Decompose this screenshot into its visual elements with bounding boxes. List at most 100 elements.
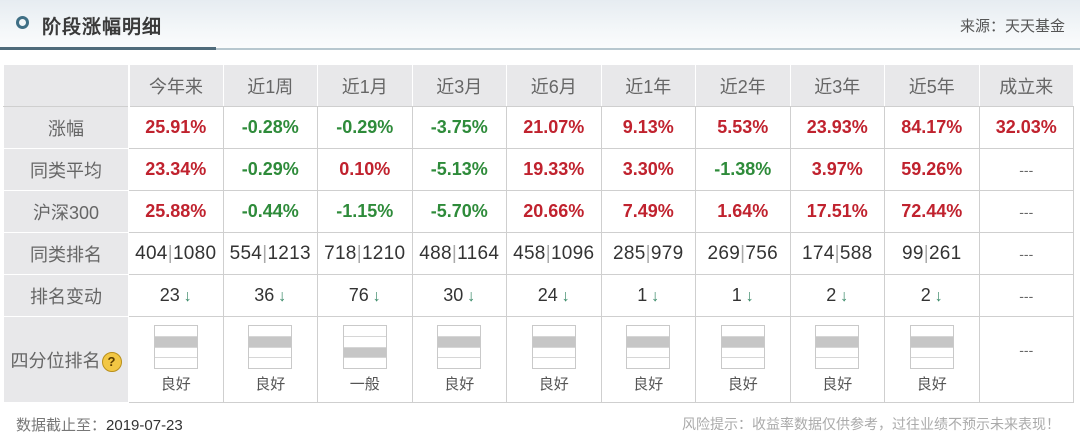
quartile-segment <box>438 336 481 348</box>
pct-cell: -5.70% <box>411 190 507 233</box>
column-header: 近1年 <box>600 64 696 107</box>
arrow-down-icon: ↓ <box>278 288 287 305</box>
rank-position: 554 <box>229 242 263 264</box>
rank-total: 1164 <box>457 242 500 264</box>
quartile-bar-icon <box>815 325 860 369</box>
pct-cell: --- <box>978 190 1074 233</box>
row-header-quartile: 四分位排名? <box>3 316 129 403</box>
quartile-segment <box>154 358 197 368</box>
quartile-label: 良好 <box>444 375 475 393</box>
quartile-label: 良好 <box>727 375 758 393</box>
rank-cell: 488|1164 <box>411 232 507 275</box>
quartile-bar-icon <box>720 325 765 369</box>
rank-separator: | <box>834 242 840 264</box>
pct-cell: 3.30% <box>600 148 696 191</box>
arrow-down-icon: ↓ <box>840 288 849 305</box>
rank-change-value: 36 <box>254 285 275 305</box>
pct-cell: 9.13% <box>600 106 696 149</box>
quartile-segment <box>721 358 764 368</box>
pct-cell: -0.29% <box>222 148 318 191</box>
pct-value: 59.26% <box>901 159 963 179</box>
rank-change-cell: --- <box>978 274 1074 317</box>
pct-cell: -5.13% <box>411 148 507 191</box>
quartile-bar-icon <box>342 325 387 369</box>
column-header: 近1周 <box>222 64 318 107</box>
rank-position: 285 <box>613 242 646 264</box>
pct-cell: 19.33% <box>506 148 602 191</box>
arrow-down-icon: ↓ <box>467 288 476 305</box>
pct-cell: 59.26% <box>884 148 980 191</box>
quartile-segment <box>816 336 859 348</box>
pct-cell: 72.44% <box>884 190 980 233</box>
pct-cell: -0.44% <box>222 190 318 233</box>
rank-change-cell: 2 ↓ <box>884 274 980 317</box>
pct-value: 32.03% <box>995 117 1057 137</box>
quartile-segment <box>816 326 859 337</box>
rank-cell: --- <box>978 232 1074 275</box>
rank-change-cell: 76 ↓ <box>317 274 413 317</box>
pct-cell: --- <box>978 148 1074 191</box>
quartile-segment <box>249 347 292 359</box>
column-header: 近6月 <box>506 64 602 107</box>
rank-change-value: 76 <box>348 285 369 305</box>
help-icon[interactable]: ? <box>101 351 122 372</box>
quartile-cell: --- <box>978 316 1074 403</box>
pct-cell: 3.97% <box>789 148 885 191</box>
pct-cell: 25.91% <box>128 106 224 149</box>
pct-value: 3.97% <box>811 159 863 179</box>
rank-separator: | <box>923 242 929 264</box>
quartile-segment <box>910 326 953 337</box>
quartile-label: 一般 <box>349 375 380 393</box>
pct-value: -1.15% <box>336 201 394 221</box>
pct-cell: 5.53% <box>695 106 791 149</box>
header-underline-accent <box>0 47 216 50</box>
quartile-segment <box>910 336 953 348</box>
arrow-down-icon: ↓ <box>651 288 660 305</box>
rank-separator: | <box>645 242 651 264</box>
circle-bullet-icon <box>16 16 29 29</box>
rank-separator: | <box>740 242 746 264</box>
rank-total: 1080 <box>172 242 217 264</box>
arrow-down-icon: ↓ <box>745 288 754 305</box>
quartile-segment <box>438 358 481 368</box>
column-header: 成立来 <box>978 64 1074 107</box>
quartile-cell: 良好 <box>600 316 696 403</box>
quartile-segment <box>721 347 764 359</box>
quartile-segment <box>154 326 197 337</box>
pct-cell: -0.29% <box>317 106 413 149</box>
pct-value: 20.66% <box>523 201 585 221</box>
quartile-label: 良好 <box>822 375 853 393</box>
rank-change-cell: 1 ↓ <box>695 274 791 317</box>
rank-value: 174|588 <box>802 243 872 264</box>
rank-value: 488|1164 <box>419 243 499 264</box>
rank-cell: 718|1210 <box>317 232 413 275</box>
pct-value: -3.75% <box>430 117 488 137</box>
pct-value: 1.64% <box>717 201 769 221</box>
pct-value: 3.30% <box>622 159 674 179</box>
quartile-segment <box>721 326 764 337</box>
rank-change-value: --- <box>1019 288 1034 304</box>
pct-value: 7.49% <box>622 201 674 221</box>
quartile-segment <box>532 326 575 337</box>
quartile-label: 良好 <box>633 375 664 393</box>
pct-cell: -3.75% <box>411 106 507 149</box>
row-header-peer-avg: 同类平均 <box>3 148 129 191</box>
quartile-segment <box>816 347 859 359</box>
pct-cell: 17.51% <box>789 190 885 233</box>
rank-change-cell: 24 ↓ <box>506 274 602 317</box>
row-header-return: 涨幅 <box>3 106 129 149</box>
rank-total: 1213 <box>267 242 311 264</box>
quartile-segment <box>343 358 386 368</box>
rank-value: 99|261 <box>902 243 962 264</box>
quartile-segment <box>438 326 481 337</box>
quartile-segment <box>343 347 386 359</box>
rank-value: 458|1096 <box>513 243 594 264</box>
section-header: 阶段涨幅明细 来源：天天基金 <box>0 0 1080 50</box>
pct-value: 25.91% <box>145 117 207 137</box>
quartile-segment <box>249 336 292 348</box>
pct-value: -5.70% <box>430 201 488 221</box>
rank-value: 269|756 <box>708 243 778 264</box>
rank-separator: | <box>356 242 362 264</box>
section-title: 阶段涨幅明细 <box>42 16 163 38</box>
quartile-segment <box>343 336 386 348</box>
